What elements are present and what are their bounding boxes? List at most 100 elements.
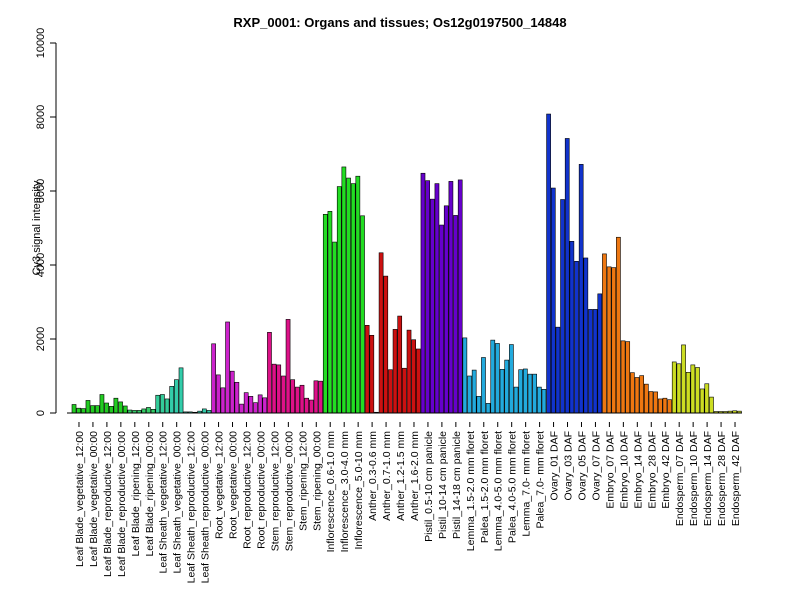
bar — [211, 343, 216, 414]
bar — [313, 380, 319, 414]
x-tick-label: Root_vegetative_12:00 — [214, 431, 226, 539]
x-tick-label: Embryo_42 DAF — [660, 431, 672, 509]
bar — [81, 408, 86, 414]
x-tick-label: Inflorescence_5.0-10 mm — [353, 431, 365, 550]
bar — [625, 341, 631, 414]
bar — [550, 187, 556, 414]
bar — [318, 380, 323, 414]
x-tick-label: Leaf Blade_ripening_00:00 — [144, 431, 156, 557]
bar — [597, 293, 603, 414]
bar — [453, 215, 458, 414]
bar — [560, 199, 565, 414]
bar — [248, 396, 254, 414]
bar — [364, 325, 370, 414]
bar — [420, 172, 426, 414]
bar — [94, 405, 100, 414]
x-tick-label: Leaf Blade_vegetative_12:00 — [74, 431, 86, 567]
x-tick-label: Leaf Sheath_vegetative_00:00 — [172, 431, 184, 574]
bar — [267, 332, 272, 414]
x-tick-label: Inflorescence_0.6-1.0 mm — [325, 431, 337, 553]
bar — [378, 252, 384, 414]
bar — [257, 394, 263, 414]
bar — [662, 397, 668, 414]
bar — [164, 398, 170, 414]
bar — [569, 241, 575, 414]
bar — [299, 384, 305, 414]
bar — [695, 367, 700, 414]
bar — [360, 215, 365, 414]
x-tick-label: Embryo_10 DAF — [618, 431, 630, 509]
x-tick-label: Endosperm_28 DAF — [716, 431, 728, 526]
bar — [681, 344, 686, 414]
bar — [355, 175, 361, 414]
bar — [546, 113, 551, 414]
bar — [462, 337, 468, 414]
bar — [504, 359, 510, 414]
x-tick-label: Palea_7.0- mm floret — [535, 431, 547, 529]
bar — [76, 407, 82, 414]
bar — [402, 367, 407, 414]
bar — [350, 183, 356, 414]
y-tick-label: 2000 — [35, 327, 47, 351]
x-tick-label: Palea_4.0-5.0 mm floret — [507, 431, 519, 543]
x-tick-label: Root_reproductive_12:00 — [241, 431, 253, 549]
bar — [606, 266, 612, 414]
bar — [657, 398, 663, 414]
bar — [271, 363, 277, 414]
bar — [639, 375, 644, 414]
bar — [476, 396, 482, 414]
bar — [495, 343, 500, 414]
bar — [513, 386, 519, 414]
bar — [564, 138, 570, 414]
bar — [416, 348, 421, 414]
bar — [281, 375, 286, 414]
x-tick-label: Embryo_28 DAF — [646, 431, 658, 509]
x-tick-label: Pistil_10-14 cm panicle — [437, 431, 449, 539]
x-tick-label: Inflorescence_3.0-4.0 mm — [339, 431, 351, 553]
bar — [406, 329, 412, 414]
bar — [574, 260, 579, 414]
x-tick-label: Leaf Blade_reproductive_12:00 — [102, 431, 114, 577]
bar — [499, 369, 505, 414]
bar — [308, 399, 314, 414]
bar — [215, 374, 221, 414]
bar — [709, 396, 714, 414]
bar — [429, 198, 435, 414]
bar — [341, 166, 347, 414]
x-tick-label: Leaf Blade_reproductive_00:00 — [116, 431, 128, 577]
bar — [620, 340, 626, 414]
x-tick-label: Palea_1.5-2.0 mm floret — [479, 431, 491, 543]
bar — [146, 407, 151, 414]
bar — [490, 339, 496, 414]
bar — [439, 224, 444, 414]
bar — [113, 397, 119, 414]
x-tick-label: Lemma_1.5-2.0 mm floret — [465, 431, 477, 551]
bar — [634, 377, 640, 414]
chart-title: RXP_0001: Organs and tissues; Os12g01975… — [233, 15, 566, 30]
x-tick-label: Anther_1.2-1.5 mm — [395, 431, 407, 521]
x-tick-label: Lemma_4.0-5.0 mm floret — [493, 431, 505, 551]
x-tick-label: Ovary_05 DAF — [576, 431, 588, 500]
bar — [327, 211, 333, 414]
x-tick-label: Stem_ripening_12:00 — [297, 431, 309, 531]
bar — [667, 399, 672, 414]
y-tick-label: 8000 — [35, 105, 47, 129]
bar — [155, 394, 161, 414]
bar — [676, 363, 682, 414]
bar — [346, 177, 351, 414]
bar — [253, 402, 258, 414]
bar — [160, 394, 165, 414]
bar — [411, 339, 416, 414]
bar — [295, 386, 300, 414]
x-tick-label: Anther_0.3-0.6 mm — [367, 431, 379, 521]
bar — [541, 389, 547, 414]
bar — [392, 329, 398, 414]
bar — [141, 408, 147, 414]
bar — [578, 164, 584, 414]
bar — [276, 364, 282, 414]
bar — [220, 387, 226, 414]
bar — [174, 379, 179, 414]
bar — [122, 405, 128, 414]
bar — [118, 401, 123, 414]
